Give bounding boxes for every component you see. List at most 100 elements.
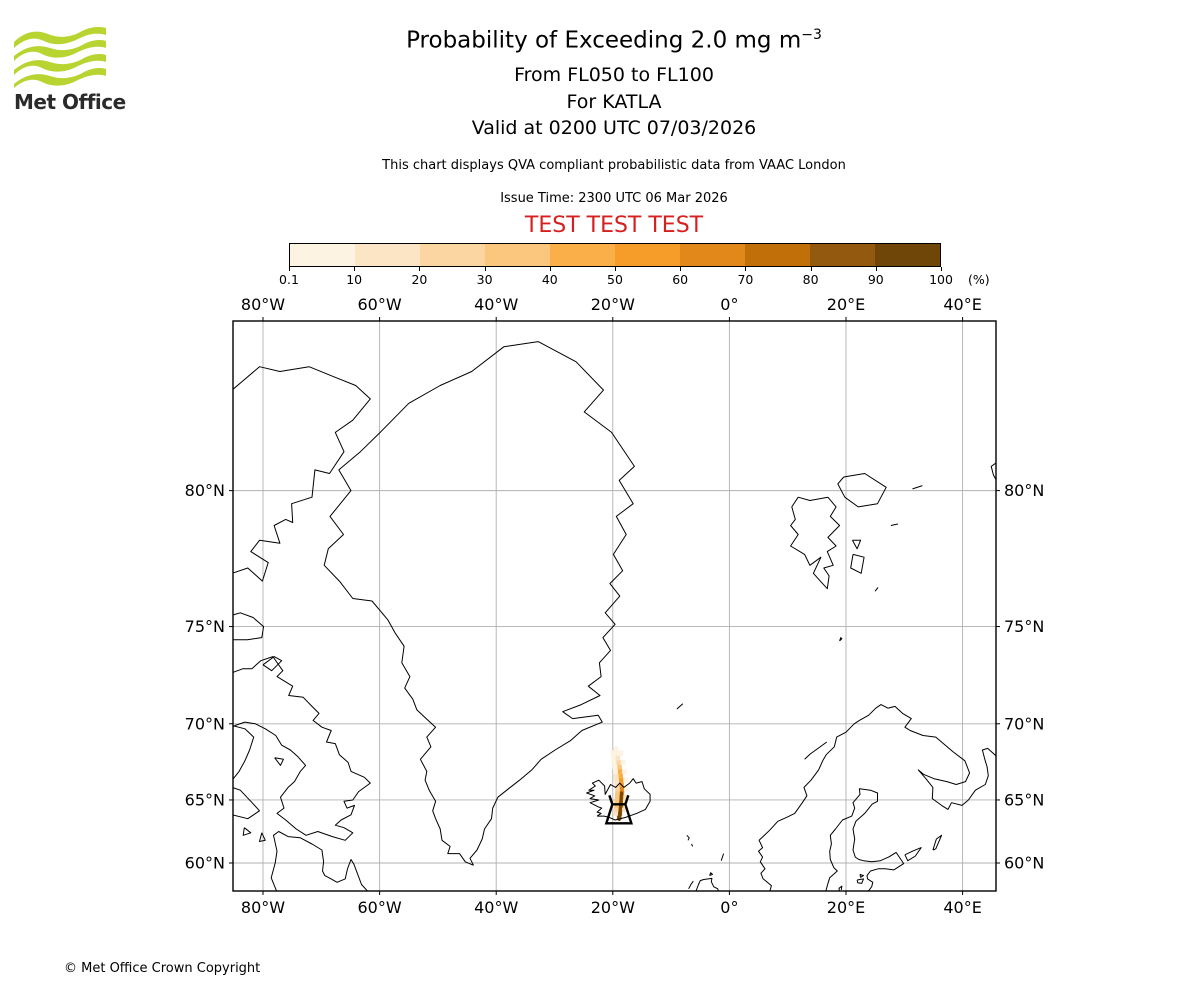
colorbar-tick: [549, 267, 551, 271]
plume-cell: [617, 764, 622, 770]
plume-cell: [613, 746, 619, 752]
plume-cell: [611, 755, 616, 761]
volcano-source-marker: [604, 794, 633, 825]
plume-cell: [615, 755, 621, 761]
longitude-label-bottom: 40°E: [943, 898, 981, 917]
colorbar-segment: [745, 244, 810, 266]
plume-core: [617, 791, 624, 821]
test-banner: TEST TEST TEST: [524, 213, 704, 238]
colorbar-tick-label: 60: [672, 272, 689, 287]
colorbar-segment: [420, 244, 485, 266]
plume-cell: [614, 777, 619, 783]
plume-cell: [614, 782, 620, 787]
coastline-bylot: [262, 656, 283, 672]
longitude-label-bottom: 20°W: [591, 898, 635, 917]
colorbar-tick-label: 80: [802, 272, 819, 287]
plume-cell: [622, 768, 627, 774]
latitude-label-right: 75°N: [1004, 617, 1044, 636]
longitude-label-top: 40°E: [943, 295, 981, 314]
coastline-spitsbergen: [790, 496, 841, 590]
colorbar-tick: [484, 267, 486, 271]
colorbar-tick: [941, 267, 942, 271]
colorbar-tick: [289, 267, 290, 271]
colorbar-tick-label: 30: [476, 272, 493, 287]
longitude-label-bottom: 0°: [720, 898, 738, 917]
colorbar-segment: [485, 244, 550, 266]
colorbar-segment: [550, 244, 615, 266]
colorbar-tick: [615, 267, 616, 271]
coastline-scotland: [695, 877, 720, 891]
coastline-melville-peninsula: [233, 725, 255, 780]
plume-cell: [619, 786, 625, 792]
colorbar-tick-label: 20: [411, 272, 428, 287]
plume-cell: [623, 777, 628, 783]
longitude-label-bottom: 60°W: [358, 898, 402, 917]
coastline-prince-charles: [274, 757, 284, 766]
qva-description: This chart displays QVA compliant probab…: [382, 158, 846, 173]
longitude-label-bottom: 20°E: [827, 898, 865, 917]
plume-cell: [613, 807, 619, 812]
longitude-label-top: 40°W: [474, 295, 518, 314]
colorbar-segment: [290, 244, 355, 266]
coastline-devon: [233, 612, 265, 641]
latitude-label-left: 70°N: [185, 714, 225, 733]
colorbar-tick-label: 0.1: [279, 272, 299, 287]
subtitle-flight-levels: From FL050 to FL100: [514, 64, 714, 86]
plume-cell: [623, 786, 629, 792]
coastline-gotland: [838, 885, 843, 891]
coastline-quebec-labrador: [270, 831, 369, 891]
latitude-label-left: 60°N: [185, 854, 225, 873]
colorbar-tick: [875, 267, 877, 271]
colorbar-tick: [354, 267, 356, 271]
latitude-label-right: 70°N: [1004, 714, 1044, 733]
coastline-faroe-1: [686, 834, 690, 841]
plume-cell: [614, 750, 620, 756]
longitude-label-top: 80°W: [241, 295, 285, 314]
colorbar-tick-label: 10: [346, 272, 363, 287]
coastline-baltic: [825, 788, 905, 891]
map-border: [232, 320, 997, 892]
latitude-label-right: 65°N: [1004, 790, 1044, 809]
coastline-faroe-2: [691, 843, 694, 847]
longitude-label-top: 20°E: [827, 295, 865, 314]
page-title: Probability of Exceeding 2.0 mg m−3: [14, 27, 1200, 54]
coastline-lofoten: [804, 741, 828, 760]
coastline-hiiumaa: [859, 873, 864, 878]
colorbar-tick: [810, 267, 812, 271]
probability-colorbar: [289, 243, 941, 267]
ash-probability-plume: [610, 746, 629, 821]
colorbar-segment: [680, 244, 745, 266]
subtitle-volcano: For KATLA: [566, 91, 662, 113]
issue-time: Issue Time: 2300 UTC 06 Mar 2026: [500, 191, 728, 206]
coastline-hebrides: [688, 880, 694, 890]
copyright-notice: © Met Office Crown Copyright: [64, 961, 261, 976]
plume-cell: [618, 773, 624, 779]
longitude-label-top: 20°W: [591, 295, 635, 314]
logo-waves-icon: [14, 27, 106, 88]
coastline-nordaustlandet: [837, 473, 887, 508]
title-main: Probability of Exceeding 2.0 mg m: [406, 27, 802, 54]
axis-labels: 80°W 80°W 60°W 60°W 40°W 40°W 20°W 20°W 0° 0° 20°E…: [185, 295, 1045, 917]
graticule: [233, 321, 996, 891]
colorbar-tick: [745, 267, 747, 271]
coastline-saaremaa: [856, 878, 864, 884]
coastline-lake-onega: [932, 834, 943, 851]
coastline-mansel: [259, 832, 266, 842]
plume-cell: [610, 750, 616, 756]
plume-cell: [622, 807, 627, 812]
colorbar-tick-label: 40: [541, 272, 558, 287]
plume-cell: [615, 786, 620, 792]
longitude-label-bottom: 80°W: [241, 898, 285, 917]
title-exponent: −3: [801, 27, 822, 43]
latitude-label-left: 65°N: [185, 790, 225, 809]
coastline-barentsoya: [851, 539, 862, 550]
plume-cell: [613, 773, 619, 779]
plume-cell: [617, 768, 623, 774]
latitude-label-right: 60°N: [1004, 854, 1044, 873]
coastline-edgeoya: [850, 553, 865, 574]
plume-cell: [612, 764, 618, 770]
coastline-kvitoya: [912, 485, 923, 490]
colorbar-segment: [355, 244, 420, 266]
